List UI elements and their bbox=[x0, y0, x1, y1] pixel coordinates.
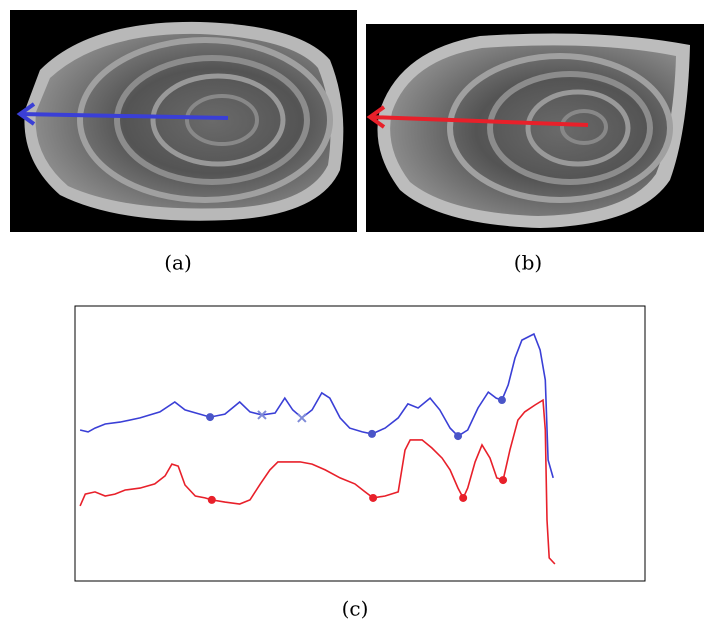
cross-marker bbox=[257, 410, 267, 420]
data-line bbox=[79, 398, 556, 565]
otolith-image-a bbox=[10, 10, 357, 232]
dot-marker bbox=[206, 413, 215, 422]
dot-marker bbox=[497, 396, 506, 405]
caption: (c) bbox=[342, 597, 369, 621]
cross-marker bbox=[297, 413, 307, 423]
data-line bbox=[79, 332, 554, 479]
otolith-image-b bbox=[366, 24, 704, 232]
caption: (a) bbox=[164, 251, 192, 275]
dot-marker bbox=[367, 429, 376, 438]
dot-marker bbox=[369, 493, 378, 502]
dot-marker bbox=[207, 495, 216, 504]
dot-marker bbox=[499, 476, 508, 485]
dot-marker bbox=[459, 493, 468, 502]
dot-marker bbox=[454, 432, 463, 441]
caption: (b) bbox=[514, 251, 542, 275]
plot-frame bbox=[74, 305, 646, 582]
